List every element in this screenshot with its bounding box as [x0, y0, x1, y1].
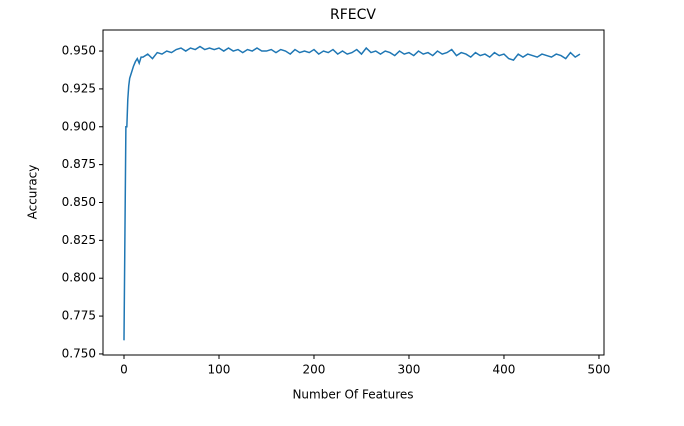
chart-title: RFECV: [330, 7, 376, 23]
x-tick-label: 400: [493, 363, 516, 377]
y-tick-label: 0.800: [62, 271, 96, 285]
y-tick-label: 0.775: [62, 309, 96, 323]
x-tick-label: 200: [303, 363, 326, 377]
x-axis-label: Number Of Features: [292, 388, 413, 402]
y-tick-label: 0.925: [62, 81, 96, 95]
y-tick-label: 0.950: [62, 44, 96, 58]
data-line: [123, 45, 581, 341]
y-tick-label: 0.850: [62, 195, 96, 209]
y-tick-label: 0.750: [62, 346, 96, 360]
y-axis-label: Accuracy: [26, 165, 40, 220]
y-tick-label: 0.825: [62, 233, 96, 247]
y-tick-label: 0.875: [62, 157, 96, 171]
plot-frame: [102, 29, 605, 356]
x-tick-label: 300: [398, 363, 421, 377]
x-tick-label: 0: [120, 363, 128, 377]
x-tick-label: 500: [588, 363, 611, 377]
x-tick-label: 100: [208, 363, 231, 377]
y-tick-label: 0.900: [62, 119, 96, 133]
